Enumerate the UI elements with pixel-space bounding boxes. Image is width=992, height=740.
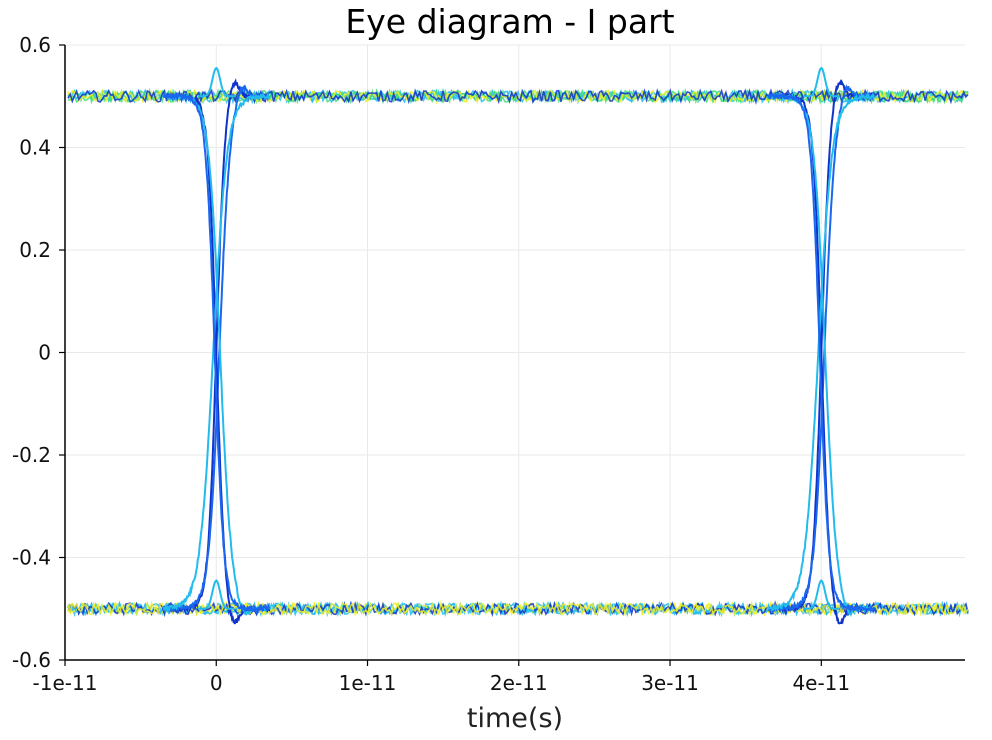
- traces: [67, 66, 969, 625]
- level-trace: [67, 600, 969, 618]
- transition-trace: [767, 91, 876, 614]
- transition-trace: [162, 91, 271, 614]
- level-trace: [67, 87, 969, 106]
- dip-trace: [198, 579, 235, 610]
- x-tick-labels: -1e-11 0 1e-11 2e-11 3e-11 4e-11: [33, 671, 851, 695]
- y-tick-label: 0.4: [19, 136, 51, 160]
- y-tick-label: 0.2: [19, 238, 51, 262]
- x-axis-label: time(s): [467, 703, 563, 734]
- x-tick-label: 1e-11: [339, 671, 397, 695]
- dip-trace: [803, 66, 840, 98]
- x-tick-label: -1e-11: [33, 671, 98, 695]
- y-tick-labels: 0.6 0.4 0.2 0 -0.2 -0.4 -0.6: [12, 33, 51, 672]
- x-tick-label: 4e-11: [792, 671, 850, 695]
- level-band: [67, 600, 969, 618]
- x-tick-label: 0: [210, 671, 223, 695]
- transition-trace: [163, 92, 271, 614]
- level-trace: [67, 87, 969, 105]
- y-tick-label: -0.4: [12, 546, 51, 570]
- x-tick-label: 3e-11: [641, 671, 699, 695]
- y-tick-label: -0.6: [12, 648, 51, 672]
- chart-title: Eye diagram - I part: [345, 2, 674, 41]
- y-tick-label: -0.2: [12, 443, 51, 467]
- axes: [59, 44, 965, 666]
- dip-trace: [803, 579, 840, 610]
- level-trace: [67, 600, 969, 618]
- y-tick-label: 0.6: [19, 33, 51, 57]
- dip-trace: [198, 66, 235, 98]
- transition-trace: [767, 92, 876, 615]
- x-tick-label: 2e-11: [490, 671, 548, 695]
- transition-group: [162, 66, 271, 625]
- transition-trace: [162, 84, 270, 615]
- transition-group: [767, 66, 876, 625]
- y-tick-label: 0: [38, 341, 51, 365]
- level-band: [67, 87, 969, 106]
